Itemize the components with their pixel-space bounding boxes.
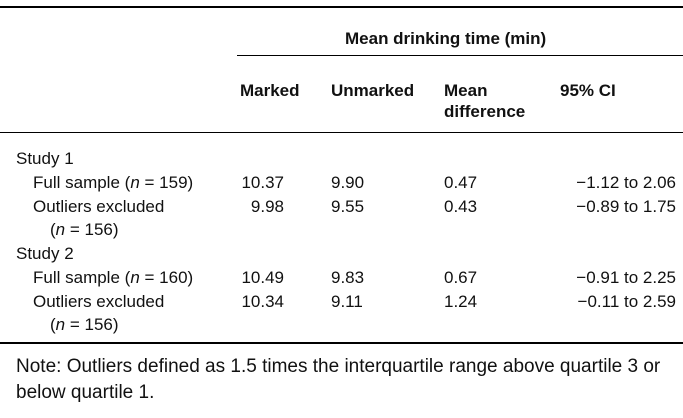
cell-ci: −1.12 to 2.06 <box>576 173 676 192</box>
group-underline <box>237 55 683 56</box>
cell-diff: 0.43 <box>444 197 478 216</box>
cell-ci: −0.89 to 1.75 <box>576 197 676 216</box>
row-label-line2: (n = 156) <box>50 315 119 334</box>
top-rule <box>0 6 683 8</box>
bottom-rule <box>0 342 683 344</box>
cell-diff: 1.24 <box>444 292 478 311</box>
cell-marked: 10.49 <box>241 268 284 287</box>
col-mean-diff-line2: difference <box>444 102 526 121</box>
col-mean-diff: Mean difference <box>444 80 525 122</box>
cell-unmarked: 9.83 <box>331 268 365 287</box>
cell-marked: 9.98 <box>250 197 284 216</box>
study-label: Study 2 <box>16 244 74 263</box>
row-label-line1: Outliers excluded <box>33 197 165 216</box>
cell-unmarked: 9.90 <box>331 173 365 192</box>
row-label-line1: Outliers excluded <box>33 292 165 311</box>
study-label: Study 1 <box>16 149 74 168</box>
cell-unmarked: 9.11 <box>331 292 363 311</box>
row-label: Full sample (n = 160) <box>33 268 194 287</box>
cell-unmarked: 9.55 <box>331 197 365 216</box>
cell-marked: 10.34 <box>241 292 284 311</box>
col-unmarked: Unmarked <box>331 81 415 100</box>
cell-ci: −0.91 to 2.25 <box>576 268 676 287</box>
col-marked: Marked <box>240 81 300 100</box>
cell-diff: 0.67 <box>444 268 478 287</box>
cell-marked: 10.37 <box>241 173 284 192</box>
group-header: Mean drinking time (min) <box>345 29 547 48</box>
table-note: Note: Outliers defined as 1.5 times the … <box>16 356 661 403</box>
row-label-line2: (n = 156) <box>50 220 119 239</box>
header-rule <box>0 132 683 133</box>
cell-ci: −0.11 to 2.59 <box>577 292 676 311</box>
col-mean-diff-line1: Mean <box>444 81 488 100</box>
cell-diff: 0.47 <box>444 173 478 192</box>
col-ci: 95% CI <box>560 81 616 100</box>
row-label: Full sample (n = 159) <box>33 173 194 192</box>
